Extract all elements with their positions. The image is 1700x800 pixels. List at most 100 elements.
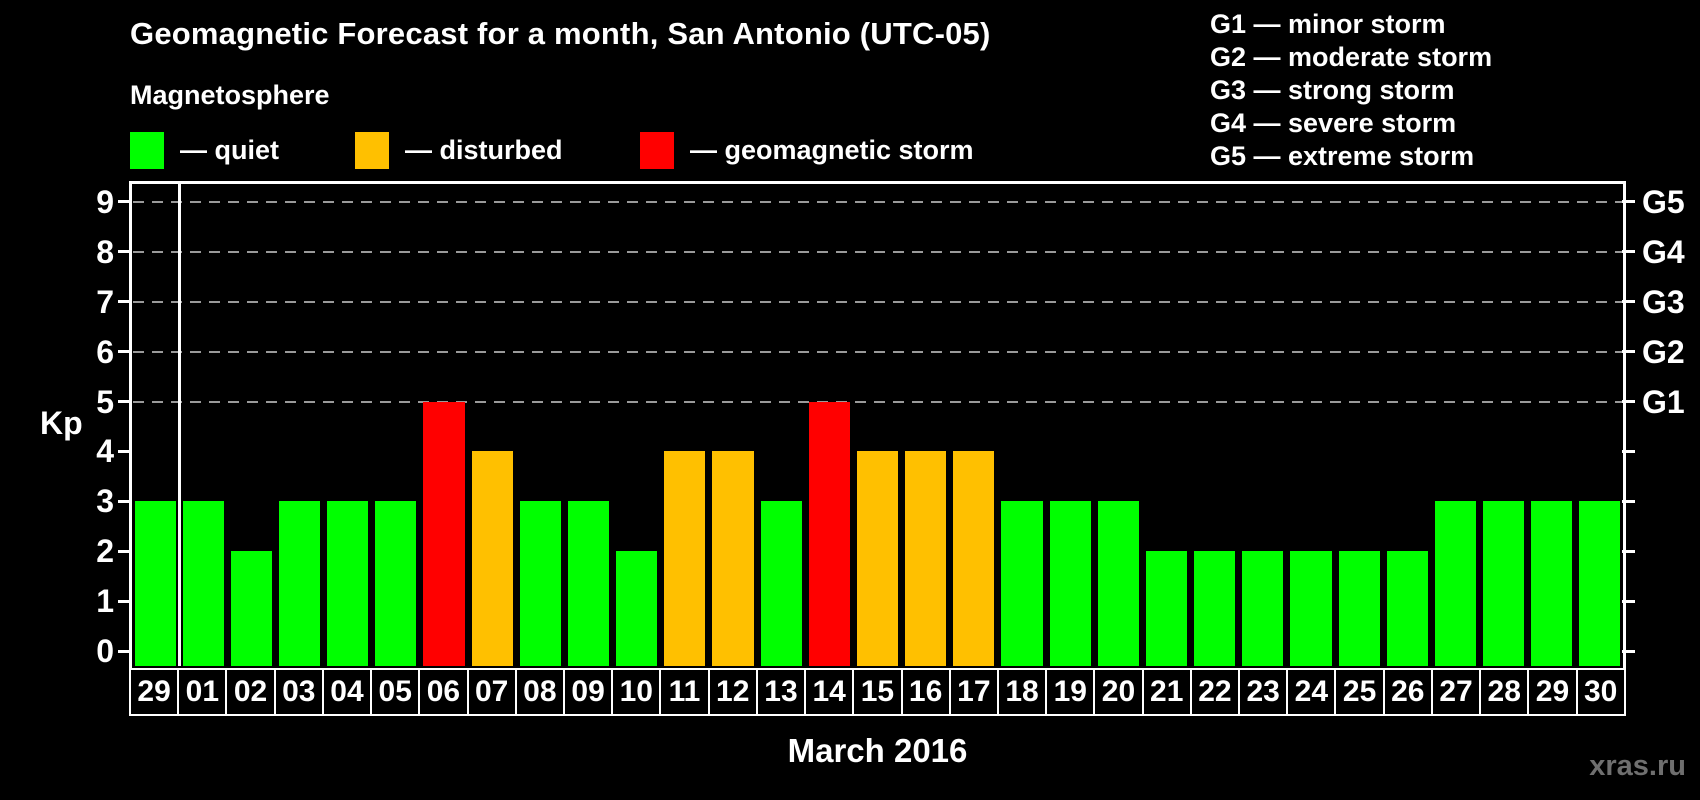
x-axis-title-month: March 2016 xyxy=(787,732,968,769)
grid-line-kp9 xyxy=(133,200,1622,203)
left-tick-kp0 xyxy=(118,649,131,653)
bar-day-22 xyxy=(1194,551,1236,666)
y-tick-label-7: 7 xyxy=(96,283,114,320)
g-scale-label-g5: G5 xyxy=(1642,183,1685,220)
bar-day-19 xyxy=(1049,501,1091,666)
g-scale-label-g3: G3 xyxy=(1642,283,1685,320)
bar-day-13 xyxy=(760,501,802,666)
x-label-day-04: 04 xyxy=(321,668,373,716)
x-label-day-07: 07 xyxy=(466,668,517,716)
left-tick-kp5 xyxy=(118,400,131,403)
x-label-day-19: 19 xyxy=(1045,668,1096,716)
y-tick-label-5: 5 xyxy=(96,383,114,420)
quiet-color-swatch xyxy=(130,131,164,169)
g-scale-legend: G1 — minor storm G2 — moderate storm G3 … xyxy=(1210,8,1492,173)
magnetosphere-label: Magnetosphere xyxy=(130,80,330,110)
x-label-day-16: 16 xyxy=(900,668,951,716)
legend-label-quiet: — quiet xyxy=(180,134,279,165)
x-label-day-01: 01 xyxy=(177,668,228,716)
right-tick-kp1 xyxy=(1622,599,1635,603)
bar-day-28 xyxy=(1483,501,1525,666)
y-tick-label-4: 4 xyxy=(96,433,114,470)
bar-day-01 xyxy=(182,501,224,666)
bar-day-21 xyxy=(1145,551,1188,666)
chart-title: Geomagnetic Forecast for a month, San An… xyxy=(130,16,991,51)
g-scale-label-g4: G4 xyxy=(1642,233,1685,270)
x-label-day-23: 23 xyxy=(1238,668,1289,716)
legend-item-disturbed: — disturbed xyxy=(355,131,563,169)
bar-day-27 xyxy=(1434,501,1476,666)
x-label-day-30: 30 xyxy=(1575,668,1626,716)
bar-day-11 xyxy=(664,451,706,666)
y-tick-label-6: 6 xyxy=(96,333,114,370)
x-label-day-15: 15 xyxy=(852,668,903,716)
x-label-day-03: 03 xyxy=(273,668,324,716)
bar-day-24 xyxy=(1290,551,1332,666)
bar-day-30 xyxy=(1579,501,1621,666)
left-tick-kp3 xyxy=(118,499,131,503)
legend-item-quiet: — quiet xyxy=(130,131,279,169)
left-tick-kp7 xyxy=(118,300,131,304)
x-label-day-10: 10 xyxy=(611,668,662,716)
y-axis-title-kp: Kp xyxy=(40,405,83,441)
left-tick-kp6 xyxy=(118,350,131,354)
g-legend-line-g5: G5 — extreme storm xyxy=(1210,141,1475,171)
x-label-day-25: 25 xyxy=(1334,668,1385,716)
x-label-day-12: 12 xyxy=(707,668,758,716)
bar-day-07 xyxy=(471,451,513,666)
disturbed-color-swatch xyxy=(355,131,389,169)
left-tick-kp2 xyxy=(118,549,131,553)
bar-day-06 xyxy=(423,401,465,666)
grid-line-kp7 xyxy=(133,300,1622,303)
left-tick-kp9 xyxy=(118,200,131,204)
x-label-day-20: 20 xyxy=(1093,668,1144,716)
x-label-day-06: 06 xyxy=(418,668,469,716)
x-axis-day-labels: 29 01 02 03 04 05 06 07 08 09 10 11 12 13 14 15 16 17 18 19… xyxy=(129,668,1626,716)
right-tick-kp6 xyxy=(1622,350,1635,354)
bar-day-12 xyxy=(712,451,754,666)
storm-color-swatch xyxy=(640,131,674,169)
x-label-day-28: 28 xyxy=(1479,668,1530,716)
g-legend-line-g3: G3 — strong storm xyxy=(1210,75,1455,105)
g-legend-line-g2: G2 — moderate storm xyxy=(1210,42,1493,72)
right-tick-kp4 xyxy=(1622,449,1635,453)
x-label-day-22: 22 xyxy=(1189,668,1241,716)
right-tick-kp8 xyxy=(1622,250,1635,254)
x-label-day-13: 13 xyxy=(755,668,807,716)
bar-day-02 xyxy=(230,551,272,666)
grid-line-kp8 xyxy=(133,250,1622,253)
bar-day-05 xyxy=(375,501,417,666)
watermark: xras.ru xyxy=(1589,750,1686,782)
grid-line-kp5 xyxy=(133,400,1622,403)
right-tick-kp3 xyxy=(1622,499,1635,503)
right-tick-kp2 xyxy=(1622,549,1635,553)
y-tick-label-8: 8 xyxy=(96,233,114,270)
bar-day-15 xyxy=(856,451,899,666)
bar-day-04 xyxy=(327,501,369,666)
bar-day-23 xyxy=(1242,551,1284,666)
x-label-day-09: 09 xyxy=(562,668,614,716)
legend-label-disturbed: — disturbed xyxy=(405,134,563,165)
legend-item-storm: — geomagnetic storm xyxy=(640,131,974,169)
y-tick-label-0: 0 xyxy=(96,633,114,669)
right-tick-kp7 xyxy=(1622,300,1635,304)
bar-day-14 xyxy=(808,401,850,666)
left-tick-kp8 xyxy=(118,250,131,254)
left-tick-kp4 xyxy=(118,449,131,453)
bar-day-29 xyxy=(1531,501,1573,666)
right-tick-kp9 xyxy=(1622,200,1635,204)
x-label-day-18: 18 xyxy=(996,668,1048,716)
bar-day-09 xyxy=(567,501,610,666)
g-legend-line-g1: G1 — minor storm xyxy=(1210,9,1446,39)
bar-day-10 xyxy=(616,551,658,666)
bar-day-08 xyxy=(519,501,561,666)
right-tick-kp0 xyxy=(1622,649,1635,653)
legend-label-storm: — geomagnetic storm xyxy=(690,134,974,165)
x-label-day-27: 27 xyxy=(1430,668,1482,716)
bar-day-25 xyxy=(1338,551,1380,666)
plot-frame xyxy=(129,181,1626,668)
g-legend-line-g4: G4 — severe storm xyxy=(1210,108,1457,138)
g-scale-label-g2: G2 xyxy=(1642,333,1685,370)
left-tick-kp1 xyxy=(118,599,131,603)
x-label-day-17: 17 xyxy=(948,668,999,716)
